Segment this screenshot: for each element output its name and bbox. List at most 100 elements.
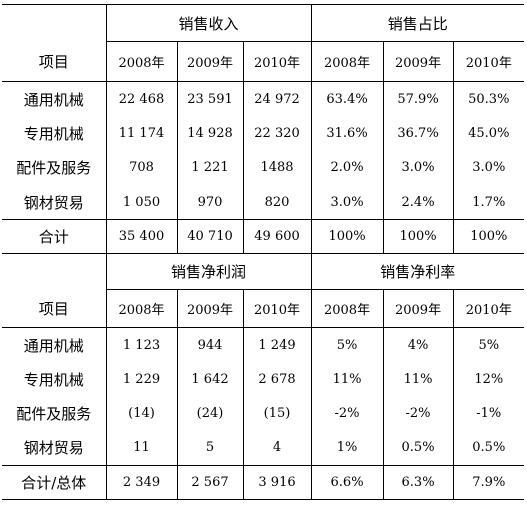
section1-group2-title: 销售占比 — [310, 4, 525, 42]
section2-item-header-spacer — [2, 253, 106, 290]
total-cell: 2 349 — [105, 465, 177, 500]
row-label: 通用机械 — [2, 81, 106, 117]
table-cell: 708 — [105, 149, 177, 186]
section1-year-header: 2008年 — [105, 41, 177, 82]
section1-year-header-row: 项目 2008年 2009年 2010年 2008年 2009年 2010年 — [2, 41, 525, 82]
row-label: 配件及服务 — [16, 404, 92, 423]
section1-year-header: 2010年 — [242, 41, 312, 82]
total-cell: 100% — [382, 219, 454, 254]
table-cell: 1% — [310, 430, 384, 466]
table-cell: 57.9% — [382, 81, 454, 117]
table-cell: 3.0% — [310, 185, 384, 220]
row-label: 钢材贸易 — [23, 439, 84, 458]
table-cell: 1 249 — [242, 327, 312, 363]
table-cell: 1 123 — [105, 327, 177, 363]
section2-item-header: 项目 — [38, 299, 69, 318]
total-cell: 100% — [310, 219, 384, 254]
table-cell: 0.5% — [382, 430, 454, 466]
total-cell: 3 916 — [242, 465, 312, 500]
section2-year-header-row: 项目 2008年 2009年 2010年 2008年 2009年 2010年 — [2, 289, 525, 328]
section2-year-header: 2010年 — [452, 289, 525, 328]
table-cell: 5 — [176, 430, 243, 466]
section2-group1-title: 销售净利润 — [105, 253, 312, 290]
table-cell: 4 — [242, 430, 312, 466]
section1-year-header: 2008年 — [310, 41, 384, 82]
table-cell: 11 — [105, 430, 177, 466]
table-cell: 12% — [452, 362, 525, 396]
table-cell: 22 320 — [242, 116, 312, 150]
total-cell: 35 400 — [105, 219, 177, 254]
table-cell: 1 050 — [105, 185, 177, 220]
row-label: 钢材贸易 — [23, 193, 84, 212]
table-cell: 11% — [310, 362, 384, 396]
table-cell: 1 642 — [176, 362, 243, 396]
table-cell: 970 — [176, 185, 243, 220]
table-cell: 31.6% — [310, 116, 384, 150]
table-cell: 3.0% — [452, 149, 525, 186]
table-cell: 3.0% — [382, 149, 454, 186]
row-label: 通用机械 — [2, 327, 106, 363]
table-cell: 22 468 — [105, 81, 177, 117]
section1-year-header: 2009年 — [382, 41, 454, 82]
section1-year-header: 2009年 — [176, 41, 243, 82]
table-cell: 4% — [382, 327, 454, 363]
section1-year-header: 2010年 — [452, 41, 525, 82]
table-row: 通用机械 22 468 23 591 24 972 63.4% 57.9% 50… — [2, 81, 525, 117]
table-cell: 50.3% — [452, 81, 525, 117]
table-row: 通用机械 1 123 944 1 249 5% 4% 5% — [2, 327, 525, 363]
section1-item-header: 项目 — [38, 52, 69, 71]
section1-group-header-row: 销售收入 销售占比 — [2, 4, 525, 42]
total-cell: 6.3% — [382, 465, 454, 500]
row-label: 专用机械 — [23, 124, 84, 143]
table-cell: 45.0% — [452, 116, 525, 150]
section2-year-header: 2010年 — [242, 289, 312, 328]
total-cell: 100% — [452, 219, 525, 254]
section2-year-header: 2009年 — [382, 289, 454, 328]
financial-summary-table: 销售收入 销售占比 项目 2008年 2009年 2010年 2008年 200… — [2, 4, 525, 500]
table-cell: 63.4% — [310, 81, 384, 117]
table-cell: 1.7% — [452, 185, 525, 220]
table-cell: 36.7% — [382, 116, 454, 150]
table-cell: -1% — [452, 395, 525, 431]
section2-year-header: 2008年 — [310, 289, 384, 328]
table-cell: -2% — [310, 395, 384, 431]
table-row: 配件及服务 708 1 221 1488 2.0% 3.0% 3.0% — [2, 149, 525, 186]
section2-year-header: 2008年 — [105, 289, 177, 328]
table-cell: (24) — [176, 395, 243, 431]
row-label: 配件及服务 — [16, 159, 92, 177]
total-cell: 6.6% — [310, 465, 384, 500]
table-cell: 5% — [310, 327, 384, 363]
table-cell: (14) — [105, 395, 177, 431]
section2-group-header-row: 销售净利润 销售净利率 — [2, 253, 525, 290]
table-cell: 11% — [382, 362, 454, 396]
total-cell: 40 710 — [176, 219, 243, 254]
table-cell: 1 221 — [176, 149, 243, 186]
row-label: 专用机械 — [23, 370, 84, 389]
table-cell: 944 — [176, 327, 243, 363]
table-cell: 5% — [452, 327, 525, 363]
total-row: 合计/总体 2 349 2 567 3 916 6.6% 6.3% 7.9% — [2, 465, 525, 500]
table-cell: 2 678 — [242, 362, 312, 396]
table-row: 钢材贸易 1 050 970 820 3.0% 2.4% 1.7% — [2, 185, 525, 220]
table-cell: 23 591 — [176, 81, 243, 117]
total-label: 合计/总体 — [2, 465, 106, 500]
section1-group1-title: 销售收入 — [105, 4, 312, 42]
total-label: 合计 — [2, 219, 106, 254]
table-cell: 24 972 — [242, 81, 312, 117]
total-row: 合计 35 400 40 710 49 600 100% 100% 100% — [2, 219, 525, 254]
total-cell: 7.9% — [452, 465, 525, 500]
table-cell: 1488 — [242, 149, 312, 186]
table-row: 专用机械 11 174 14 928 22 320 31.6% 36.7% 45… — [2, 116, 525, 150]
section1-item-header-spacer — [2, 4, 106, 42]
table-cell: -2% — [382, 395, 454, 431]
table-cell: 11 174 — [105, 116, 177, 150]
section2-year-header: 2009年 — [176, 289, 243, 328]
total-cell: 49 600 — [242, 219, 312, 254]
table-cell: 2.0% — [310, 149, 384, 186]
total-cell: 2 567 — [176, 465, 243, 500]
table-cell: 1 229 — [105, 362, 177, 396]
table-cell: (15) — [242, 395, 312, 431]
table-cell: 0.5% — [452, 430, 525, 466]
section2-group2-title: 销售净利率 — [310, 253, 525, 290]
